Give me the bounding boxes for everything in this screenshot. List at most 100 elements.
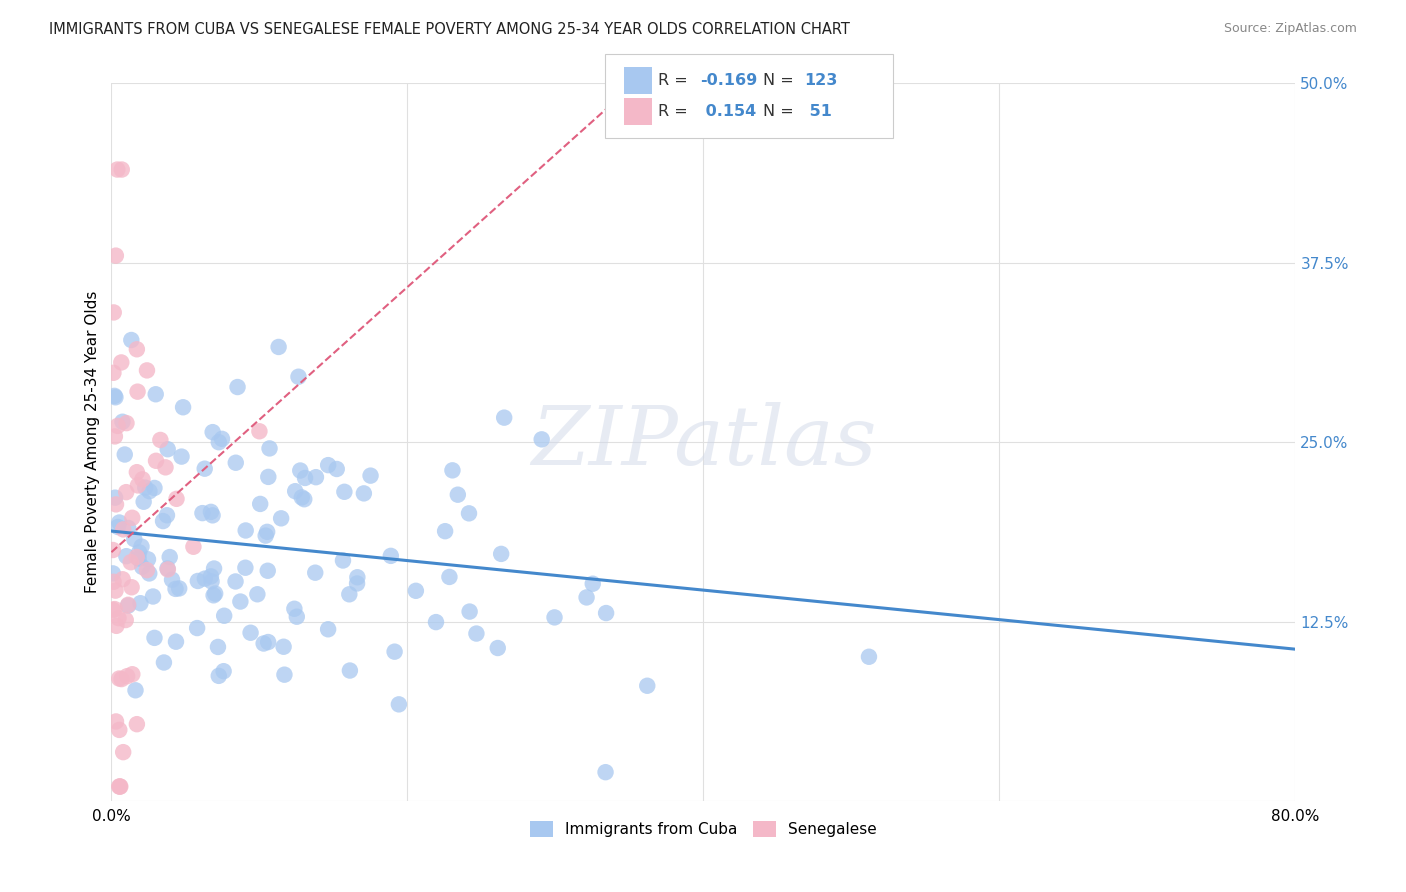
Point: [120, 555, 142, 569]
Point: [105, 619, 128, 633]
Point: [104, 491, 127, 505]
Point: [107, 611, 129, 625]
Point: [103, 389, 125, 403]
Point: [316, 622, 339, 636]
Point: [127, 478, 149, 492]
Point: [165, 582, 187, 596]
Point: [194, 572, 217, 586]
Point: [207, 640, 229, 654]
Point: [353, 486, 375, 500]
Point: [290, 464, 312, 478]
Point: [117, 598, 139, 612]
Point: [129, 596, 152, 610]
Point: [156, 508, 179, 523]
Point: [246, 587, 269, 601]
Point: [235, 524, 257, 538]
Point: [346, 576, 368, 591]
Point: [156, 562, 179, 576]
Point: [380, 549, 402, 563]
Point: [149, 433, 172, 447]
Point: [405, 583, 427, 598]
Point: [284, 484, 307, 499]
Point: [103, 574, 125, 589]
Point: [115, 549, 138, 564]
Point: [575, 591, 598, 605]
Point: [111, 572, 134, 586]
Point: [283, 601, 305, 615]
Point: [191, 506, 214, 520]
Point: [305, 470, 328, 484]
Point: [582, 576, 605, 591]
Point: [165, 634, 187, 648]
Text: 51: 51: [804, 104, 832, 119]
Point: [138, 484, 160, 499]
Point: [156, 561, 179, 575]
Text: -0.169: -0.169: [700, 73, 758, 87]
Point: [105, 162, 128, 177]
Point: [101, 543, 124, 558]
Point: [201, 425, 224, 439]
Point: [291, 491, 314, 505]
Point: [595, 606, 617, 620]
Point: [273, 640, 295, 654]
Point: [489, 547, 512, 561]
Text: N =: N =: [763, 73, 800, 87]
Point: [332, 553, 354, 567]
Point: [125, 549, 148, 564]
Point: [114, 613, 136, 627]
Point: [304, 566, 326, 580]
Point: [104, 602, 127, 616]
Y-axis label: Female Poverty Among 25-34 Year Olds: Female Poverty Among 25-34 Year Olds: [86, 291, 100, 593]
Point: [858, 649, 880, 664]
Point: [104, 249, 127, 263]
Legend: Immigrants from Cuba, Senegalese: Immigrants from Cuba, Senegalese: [524, 815, 883, 844]
Point: [285, 609, 308, 624]
Point: [235, 560, 257, 574]
Point: [115, 669, 138, 683]
Point: [292, 492, 315, 507]
Point: [112, 522, 135, 536]
Point: [170, 450, 193, 464]
Point: [153, 656, 176, 670]
Text: 0.154: 0.154: [700, 104, 756, 119]
Point: [104, 429, 127, 443]
Point: [167, 582, 190, 596]
Point: [145, 387, 167, 401]
Point: [104, 390, 127, 404]
Point: [134, 481, 156, 495]
Point: [131, 560, 153, 574]
Point: [117, 521, 139, 535]
Point: [202, 588, 225, 602]
Point: [101, 566, 124, 581]
Point: [166, 491, 188, 506]
Point: [104, 583, 127, 598]
Point: [156, 442, 179, 457]
Point: [132, 494, 155, 508]
Point: [530, 433, 553, 447]
Point: [172, 401, 194, 415]
Point: [267, 340, 290, 354]
Point: [225, 456, 247, 470]
Point: [187, 574, 209, 588]
Point: [160, 573, 183, 587]
Point: [115, 416, 138, 430]
Point: [143, 481, 166, 495]
Point: [135, 563, 157, 577]
Point: [434, 524, 457, 538]
Point: [112, 745, 135, 759]
Point: [101, 603, 124, 617]
Point: [212, 608, 235, 623]
Point: [121, 580, 143, 594]
Point: [201, 508, 224, 523]
Text: R =: R =: [658, 73, 693, 87]
Point: [111, 162, 134, 177]
Point: [186, 621, 208, 635]
Point: [107, 520, 129, 534]
Point: [204, 586, 226, 600]
Point: [441, 463, 464, 477]
Point: [337, 587, 360, 601]
Point: [122, 532, 145, 546]
Point: [110, 780, 132, 794]
Point: [360, 468, 382, 483]
Point: [212, 664, 235, 678]
